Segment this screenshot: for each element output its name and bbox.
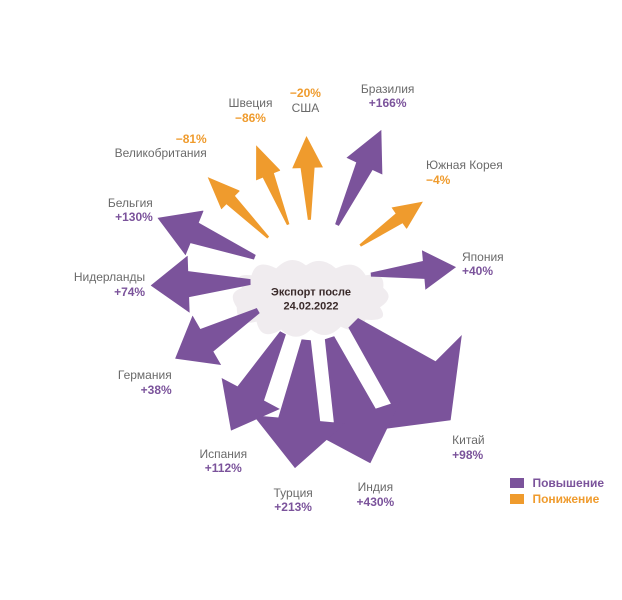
arrow-label: Бразилия+166% xyxy=(318,82,458,111)
arrow-label: Япония+40% xyxy=(462,250,602,279)
arrow-label: Индия+430% xyxy=(305,480,445,509)
arrow-label: Швеция−86% xyxy=(180,96,320,125)
arrow-label: Южная Корея−4% xyxy=(426,158,566,187)
value-text: +213% xyxy=(223,500,363,514)
value-text: −4% xyxy=(426,173,566,187)
country-name: Бельгия xyxy=(13,196,153,210)
legend-swatch-down xyxy=(510,494,524,504)
arrow-label: −81%Великобритания xyxy=(67,132,207,161)
arrow-label: Бельгия+130% xyxy=(13,196,153,225)
country-name: Южная Корея xyxy=(426,158,566,172)
country-name: Турция xyxy=(223,486,363,500)
value-text: +38% xyxy=(32,383,172,397)
value-text: −86% xyxy=(180,111,320,125)
legend: Повышение Понижение xyxy=(510,474,604,508)
value-text: +40% xyxy=(462,264,602,278)
arrow-label: Германия+38% xyxy=(32,368,172,397)
value-text: +430% xyxy=(305,495,445,509)
country-name: Япония xyxy=(462,250,602,264)
legend-swatch-up xyxy=(510,478,524,488)
value-text: +98% xyxy=(452,448,592,462)
value-text: −20% xyxy=(235,86,375,100)
legend-label-down: Понижение xyxy=(532,492,599,506)
country-name: США xyxy=(235,101,375,115)
value-text: −81% xyxy=(67,132,207,146)
arrow-label: Китай+98% xyxy=(452,433,592,462)
country-name: Германия xyxy=(32,368,172,382)
country-name: Великобритания xyxy=(67,146,207,160)
legend-row-down: Понижение xyxy=(510,492,604,506)
arrow-label: −20%США xyxy=(235,86,375,115)
value-text: +166% xyxy=(318,96,458,110)
country-name: Китай xyxy=(452,433,592,447)
country-name: Индия xyxy=(305,480,445,494)
legend-label-up: Повышение xyxy=(532,476,604,490)
value-text: +130% xyxy=(13,210,153,224)
arrow-label: Турция+213% xyxy=(223,486,363,515)
value-text: +74% xyxy=(5,285,145,299)
country-name: Бразилия xyxy=(318,82,458,96)
country-name: Нидерланды xyxy=(5,270,145,284)
country-name: Швеция xyxy=(180,96,320,110)
legend-row-up: Повышение xyxy=(510,476,604,490)
arrow-label: Нидерланды+74% xyxy=(5,270,145,299)
